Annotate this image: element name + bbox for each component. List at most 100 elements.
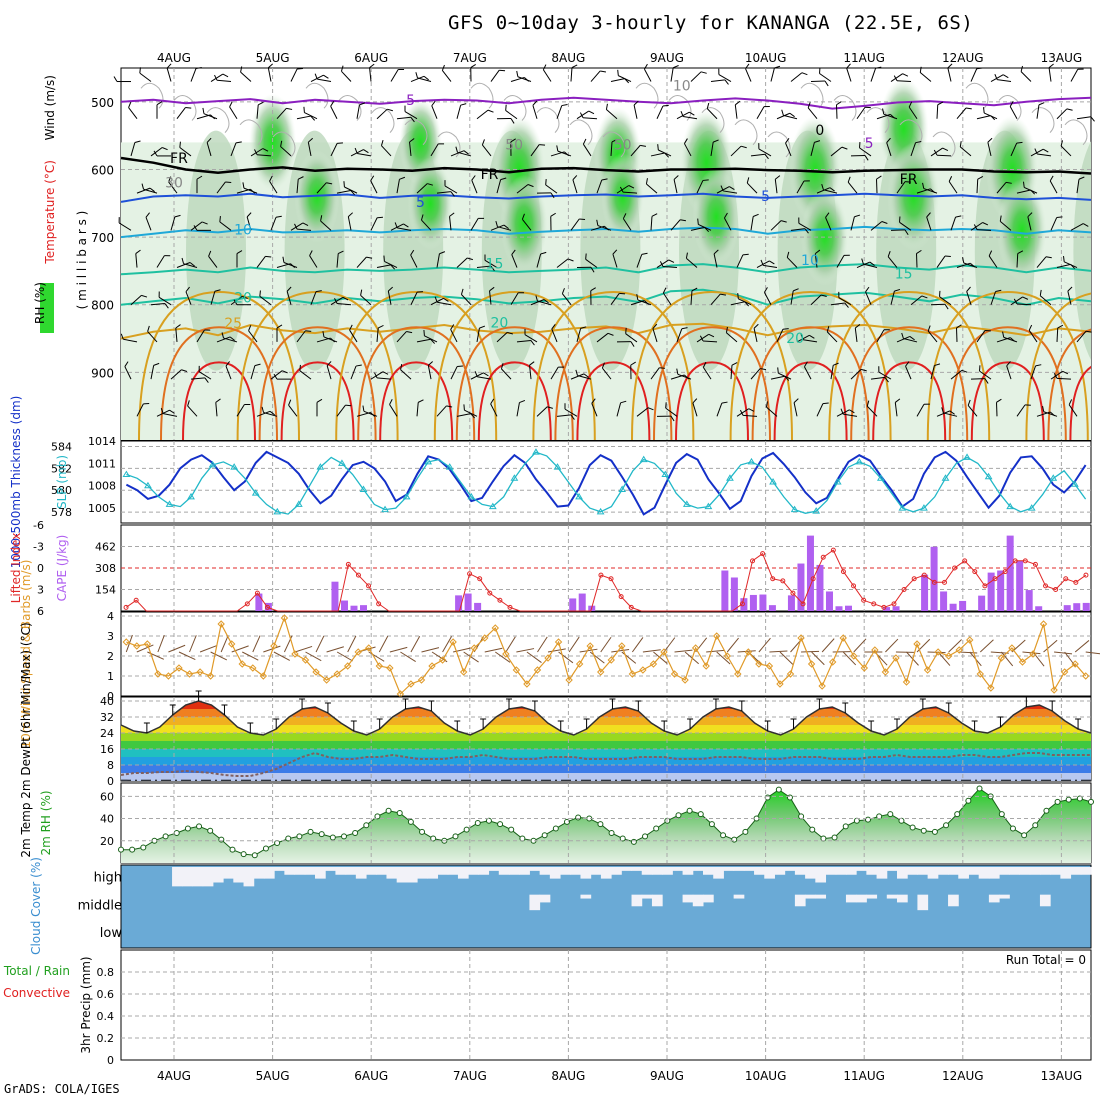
- wind-barb: [878, 366, 892, 380]
- isotherm--5: [120, 96, 1092, 110]
- cloud-clear-bar: [1039, 894, 1051, 907]
- wind-barb: [130, 140, 141, 157]
- wind-barb: [370, 216, 383, 231]
- wind-barb: [1054, 651, 1073, 655]
- contour-label: FR: [900, 172, 918, 188]
- cape-bar: [350, 605, 358, 611]
- wind-barb: [120, 333, 138, 343]
- wind-barb: [720, 185, 738, 194]
- wind-barb: [876, 175, 882, 194]
- warm-contour: [576, 361, 651, 440]
- wind-barb: [1042, 405, 1058, 417]
- wind-marker: [227, 640, 236, 648]
- wind-barb: [208, 250, 218, 268]
- li-marker: [366, 583, 372, 589]
- wind-barb: [905, 361, 912, 380]
- wind-barb: [633, 100, 639, 119]
- rh-column: [1073, 141, 1091, 360]
- wind-barb: [529, 361, 535, 380]
- wind-marker: [839, 634, 847, 642]
- wind-barb: [489, 286, 495, 305]
- wind-marker: [470, 644, 478, 652]
- wind-marker: [365, 644, 373, 652]
- wind-barb: [216, 181, 232, 194]
- cloud-clear-bar: [723, 867, 735, 871]
- rh-marker: [207, 827, 214, 834]
- rh-marker: [285, 835, 292, 842]
- wind-barb: [157, 635, 165, 653]
- warm-contour: [554, 326, 673, 440]
- cape-bar: [569, 598, 577, 611]
- wind-barb: [706, 102, 718, 120]
- wind-barb: [850, 154, 869, 161]
- warm-contour: [280, 361, 355, 440]
- warm-contour: [182, 361, 256, 440]
- upper-ylabel-wind: Wind (m/s): [43, 75, 57, 140]
- wind-barb: [1032, 651, 1045, 667]
- cloud-clear-bar: [907, 867, 918, 875]
- rh-blob: [692, 168, 740, 266]
- wind-barb: [556, 103, 568, 119]
- pressure-tick: 600: [91, 163, 114, 177]
- slp-marker: [532, 448, 540, 455]
- warm-contour: [773, 361, 848, 440]
- warm-contour: [872, 361, 947, 440]
- wind-barb: [383, 255, 398, 268]
- cloud-clear-bar: [805, 894, 816, 899]
- wind-barb: [630, 144, 647, 157]
- wind-marker: [502, 650, 510, 658]
- wind-barb: [746, 177, 758, 194]
- wind-barb: [643, 63, 652, 82]
- rh-marker: [1088, 798, 1094, 805]
- slp-marker: [1027, 504, 1036, 511]
- cloud-clear-bar: [886, 894, 898, 899]
- li-marker: [871, 601, 877, 607]
- li-marker: [760, 551, 766, 557]
- upper-ylabel-pressure: ( m i l l i b a r s ): [75, 211, 89, 310]
- wind-barb: [187, 400, 198, 417]
- slp-marker: [359, 485, 368, 492]
- wind-barb: [423, 329, 438, 343]
- wind-marker: [797, 634, 805, 642]
- warm-contour: [653, 326, 771, 440]
- warm-contour: [751, 326, 870, 440]
- wind-barb: [130, 294, 148, 306]
- wind-marker: [544, 654, 552, 662]
- li-marker: [901, 587, 907, 592]
- wind-barb: [1076, 176, 1085, 194]
- cloud-clear-bar: [315, 867, 326, 879]
- warm-contour: [477, 361, 552, 440]
- wind-barb: [436, 251, 446, 268]
- wind-barb: [210, 289, 221, 305]
- wind-barb: [176, 262, 195, 268]
- wind-barb: [158, 291, 172, 306]
- contour-label: 0: [815, 123, 824, 139]
- wind-barb: [866, 400, 878, 417]
- wind-barb: [596, 219, 612, 231]
- wind-barb: [619, 186, 638, 194]
- slp-marker: [1049, 474, 1058, 481]
- wind-barb: [1016, 404, 1031, 417]
- wind-barb: [930, 363, 941, 380]
- li-marker: [254, 590, 260, 596]
- li-marker: [962, 558, 968, 564]
- rh-marker: [931, 828, 938, 835]
- wind-barb: [662, 287, 672, 305]
- wind-barb: [1064, 651, 1076, 667]
- wind-barb: [750, 368, 767, 380]
- wind-barb: [202, 107, 218, 120]
- wind-barb: [530, 299, 549, 306]
- wind-barb: [1043, 639, 1058, 653]
- cape-bar: [835, 606, 843, 611]
- wind-barb: [758, 143, 772, 157]
- li-marker: [467, 571, 473, 577]
- cloud-clear-bar: [937, 867, 949, 875]
- rh-contour: [1031, 107, 1055, 133]
- rh-marker: [419, 828, 426, 835]
- rh-contour: [206, 107, 230, 133]
- contour-label: FR: [170, 151, 188, 167]
- rh-column: [186, 130, 246, 371]
- li-marker: [265, 604, 271, 610]
- wind-barb: [1085, 651, 1100, 655]
